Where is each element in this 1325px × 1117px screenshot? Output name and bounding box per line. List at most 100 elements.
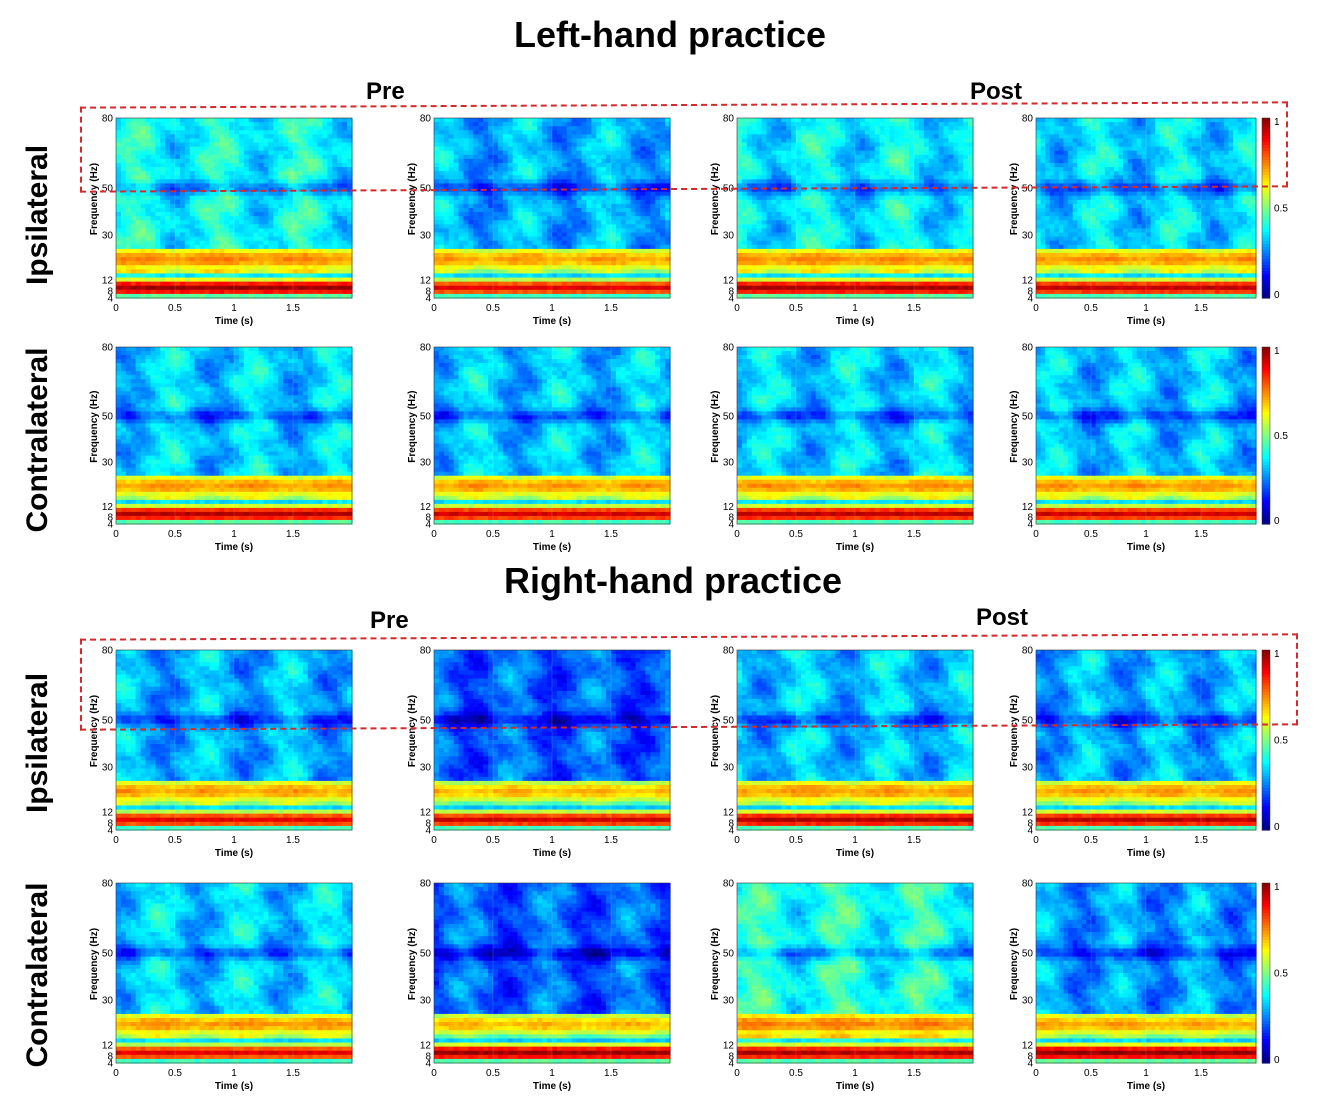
heatmap-cell	[635, 220, 642, 225]
heatmap-cell	[278, 163, 284, 168]
heatmap-cell	[552, 208, 558, 213]
heatmap-cell	[263, 175, 270, 180]
heatmap-cell	[527, 126, 533, 131]
heatmap-cell	[458, 281, 465, 287]
heatmap-cell	[660, 195, 666, 201]
heatmap-cell	[145, 208, 152, 213]
heatmap-cell	[125, 183, 132, 189]
heatmap-cell	[928, 134, 935, 140]
heatmap-cell	[611, 134, 617, 140]
heatmap-cell	[502, 195, 509, 201]
heatmap-cell	[497, 179, 504, 185]
heatmap-cell	[665, 248, 671, 254]
heatmap-cell	[665, 228, 671, 234]
heatmap-cell	[542, 203, 548, 209]
heatmap-cell	[204, 216, 211, 221]
heatmap-cell	[542, 269, 548, 275]
heatmap-cell	[532, 158, 538, 164]
heatmap-cell	[307, 195, 314, 201]
heatmap-cell	[645, 130, 651, 135]
heatmap-cell	[512, 248, 519, 254]
heatmap-cell	[458, 126, 465, 131]
heatmap-cell	[312, 142, 319, 148]
heatmap-cell	[453, 248, 460, 254]
heatmap-cell	[630, 244, 637, 250]
heatmap-cell	[120, 232, 127, 238]
heatmap-cell	[537, 236, 543, 242]
heatmap-cell	[601, 269, 607, 275]
heatmap-cell	[771, 142, 777, 148]
heatmap-cell	[552, 240, 558, 246]
heatmap-cell	[581, 293, 588, 299]
heatmap-cell	[224, 281, 230, 287]
heatmap-cell	[825, 134, 832, 140]
heatmap-cell	[258, 203, 265, 209]
heatmap-cell	[463, 261, 470, 266]
heatmap-cell	[332, 167, 338, 172]
heatmap-cell	[645, 220, 651, 225]
heatmap-cell	[497, 175, 504, 180]
heatmap-cell	[258, 273, 265, 279]
heatmap-cell	[160, 122, 166, 127]
heatmap-cell	[238, 142, 245, 148]
heatmap-cell	[938, 122, 945, 127]
heatmap-cell	[194, 154, 201, 160]
heatmap-cell	[116, 224, 122, 230]
heatmap-cell	[532, 220, 538, 225]
heatmap-cell	[665, 244, 671, 250]
heatmap-cell	[120, 122, 127, 127]
heatmap-cell	[463, 289, 470, 295]
heatmap-cell	[327, 134, 333, 140]
heatmap-cell	[135, 187, 142, 193]
row-label-left-ipsilateral: Ipsilateral	[21, 145, 55, 285]
heatmap-cell	[150, 285, 156, 291]
heatmap-cell	[561, 146, 568, 152]
heatmap-cell	[825, 130, 832, 135]
heatmap-cell	[219, 118, 225, 123]
heatmap-cell	[150, 167, 156, 172]
heatmap-cell	[243, 277, 250, 283]
heatmap-cell	[547, 171, 553, 176]
heatmap-cell	[655, 199, 661, 205]
heatmap-cell	[453, 154, 460, 160]
heatmap-cell	[189, 187, 196, 193]
heatmap-cell	[581, 257, 588, 262]
heatmap-cell	[522, 158, 529, 164]
heatmap-cell	[561, 126, 568, 131]
heatmap-cell	[517, 150, 524, 156]
heatmap-cell	[258, 240, 265, 246]
heatmap-cell	[879, 175, 886, 180]
heatmap-cell	[756, 171, 763, 176]
heatmap-cell	[155, 191, 161, 197]
heatmap-cell	[781, 154, 787, 160]
heatmap-cell	[268, 175, 274, 180]
heatmap-cell	[635, 187, 642, 193]
heatmap-cell	[189, 265, 196, 270]
heatmap-cell	[175, 179, 181, 185]
heatmap-cell	[561, 248, 568, 254]
heatmap-cell	[130, 220, 137, 225]
heatmap-cell	[342, 232, 348, 238]
heatmap-cell	[665, 293, 671, 299]
heatmap-cell	[175, 240, 181, 246]
heatmap-cell	[434, 134, 440, 140]
heatmap-cell	[781, 158, 787, 164]
heatmap-cell	[184, 281, 191, 287]
heatmap-cell	[463, 154, 470, 160]
heatmap-cell	[307, 171, 314, 176]
heatmap-cell	[488, 248, 494, 254]
heatmap-cell	[322, 281, 329, 287]
heatmap-cell	[342, 281, 348, 287]
heatmap-cell	[522, 195, 529, 201]
heatmap-cell	[527, 220, 533, 225]
heatmap-cell	[332, 187, 338, 193]
heatmap-cell	[317, 265, 324, 270]
heatmap-cell	[532, 240, 538, 246]
heatmap-cell	[615, 220, 622, 225]
heatmap-cell	[302, 216, 309, 221]
heatmap-cell	[468, 228, 474, 234]
heatmap-cell	[332, 208, 338, 213]
heatmap-cell	[155, 134, 161, 140]
heatmap-cell	[448, 150, 455, 156]
